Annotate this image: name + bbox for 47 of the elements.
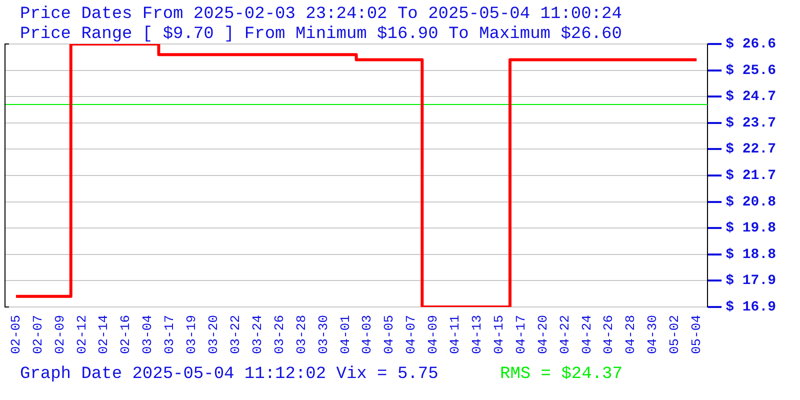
x-tick-label: 03-30 [316, 314, 331, 354]
x-tick-label: 03-20 [206, 314, 222, 354]
x-tick-label: 02-07 [30, 314, 46, 354]
y-tick-label: $ 25.6 [726, 62, 776, 79]
x-tick-label: 05-04 [689, 314, 704, 354]
y-tick-label: $ 21.7 [726, 168, 776, 184]
x-tick-label: 04-13 [469, 314, 484, 354]
ref-line-label: RMS = $24.37 [500, 365, 622, 384]
y-tick-label: $ 19.8 [726, 220, 776, 237]
x-tick-label: 05-02 [667, 314, 682, 354]
x-tick-label: 04-15 [491, 314, 506, 354]
x-tick-label: 04-20 [535, 314, 550, 354]
x-tick-label: 04-22 [557, 314, 572, 354]
x-tick-label: 04-17 [513, 314, 528, 354]
chart-title: Price Dates From 2025-02-03 23:24:02 To 2025-05-04 11:00:24 [20, 5, 622, 24]
x-tick-label: 03-24 [250, 314, 265, 354]
y-tick-label: $ 23.7 [726, 115, 776, 132]
x-tick-label: 04-05 [382, 314, 397, 354]
x-tick-label: 04-28 [623, 314, 638, 354]
x-tick-label: 04-09 [426, 314, 441, 354]
x-tick-label: 03-19 [184, 314, 200, 354]
y-tick-label: $ 20.8 [726, 194, 776, 210]
x-tick-label: 04-24 [579, 314, 594, 354]
y-tick-label: $ 22.7 [726, 142, 776, 158]
chart-subtitle: Price Range [ $9.70 ] From Minimum $16.90 To Maximum $26.60 [20, 25, 622, 44]
y-tick-label: $ 16.9 [726, 300, 776, 316]
x-tick-label: 02-16 [118, 314, 134, 354]
x-tick-label: 03-26 [272, 314, 287, 354]
y-tick-label: $ 26.6 [726, 36, 776, 53]
x-tick-label: 02-12 [74, 314, 90, 354]
x-tick-label: 04-30 [645, 314, 660, 354]
x-tick-label: 02-05 [8, 314, 24, 354]
x-tick-label: 04-26 [601, 314, 616, 354]
x-tick-label: 03-22 [228, 314, 243, 354]
text: Graph Date 2025-05-04 11:12:02 Vix = 5.75 [20, 365, 438, 384]
x-tick-label: 03-28 [294, 314, 309, 354]
y-tick-label: $ 24.7 [726, 89, 776, 106]
x-tick-label: 03-04 [140, 314, 156, 354]
x-tick-label: 04-07 [404, 314, 419, 354]
x-tick-label: 02-09 [52, 314, 68, 354]
x-tick-label: 02-14 [96, 314, 112, 354]
y-tick-label: $ 18.8 [726, 246, 776, 263]
x-tick-label: 03-17 [162, 314, 178, 354]
x-tick-label: 04-01 [338, 314, 353, 354]
x-tick-label: 04-03 [360, 314, 375, 354]
x-tick-label: 04-11 [448, 314, 463, 354]
y-tick-label: $ 17.9 [726, 273, 776, 290]
